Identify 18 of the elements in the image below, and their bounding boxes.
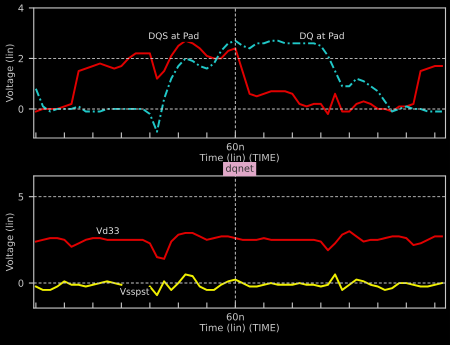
- x-axis-title: Time (lin) (TIME): [200, 324, 279, 332]
- y-tick-label: 0: [18, 280, 24, 287]
- annotation: Vd33: [96, 227, 119, 234]
- y-axis-title: Voltage (lin): [6, 44, 16, 102]
- x-tick-label: 60n: [226, 143, 244, 150]
- annotation: Vsspst: [120, 288, 150, 297]
- x-axis-title: Time (lin) (TIME): [200, 154, 279, 162]
- line-series: [34, 40, 443, 133]
- y-tick-label: 5: [18, 193, 24, 201]
- chart-title: dqnet: [226, 164, 254, 174]
- y-tick-label: 2: [18, 54, 24, 62]
- annotation: DQ at Pad: [300, 32, 344, 40]
- x-tick-label: 60n: [226, 313, 244, 320]
- y-tick-label: 0: [18, 105, 24, 113]
- y-axis-title: Voltage (lin): [6, 214, 16, 272]
- y-tick-label: 4: [18, 4, 24, 12]
- annotation: DQS at Pad: [149, 32, 198, 40]
- line-series: [34, 40, 443, 115]
